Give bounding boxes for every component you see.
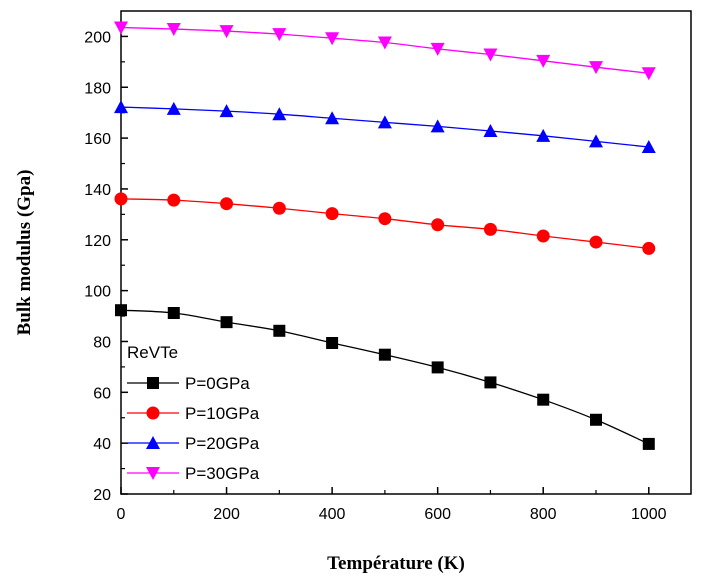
x-tick-label: 0 bbox=[117, 506, 126, 523]
legend-item-1: P=0GPa bbox=[127, 374, 250, 393]
data-point bbox=[589, 61, 603, 75]
x-tick-label: 200 bbox=[213, 506, 240, 523]
data-point bbox=[219, 104, 234, 118]
legend-marker bbox=[147, 377, 159, 389]
series-3 bbox=[114, 100, 656, 154]
y-tick-label: 200 bbox=[84, 29, 111, 46]
axes: 0 200 400 600 800 1000 20 40 60 80 100 120 140 160 180… bbox=[84, 10, 692, 523]
legend-item-4: P=30GPa bbox=[127, 464, 260, 483]
data-point bbox=[220, 316, 233, 329]
data-point bbox=[483, 48, 498, 62]
x-tick-label: 400 bbox=[319, 506, 346, 523]
data-point bbox=[537, 393, 550, 406]
legend-marker bbox=[146, 467, 160, 480]
data-point bbox=[431, 361, 444, 374]
data-point bbox=[167, 307, 180, 320]
legend-item-3: P=20GPa bbox=[127, 434, 260, 453]
data-point bbox=[378, 348, 391, 361]
legend-label: P=30GPa bbox=[185, 464, 260, 483]
data-point bbox=[536, 229, 550, 243]
data-point bbox=[536, 54, 551, 68]
y-tick-label: 60 bbox=[93, 385, 111, 402]
y-tick-label: 80 bbox=[93, 334, 111, 351]
data-point bbox=[272, 28, 287, 42]
data-point bbox=[115, 304, 127, 317]
x-tick-label: 1000 bbox=[631, 506, 667, 523]
data-point bbox=[589, 134, 603, 148]
legend-label: P=0GPa bbox=[185, 374, 250, 393]
data-point bbox=[431, 218, 445, 232]
data-point bbox=[326, 336, 339, 349]
data-point bbox=[642, 241, 656, 255]
data-point bbox=[430, 119, 445, 133]
series-line bbox=[120, 26, 649, 74]
series-group bbox=[114, 21, 656, 450]
data-point bbox=[167, 193, 181, 207]
data-point bbox=[589, 235, 603, 249]
data-point bbox=[114, 192, 128, 206]
data-point bbox=[114, 100, 128, 114]
data-point bbox=[484, 376, 497, 389]
data-point bbox=[377, 115, 392, 129]
x-axis-title: Température (K) bbox=[327, 553, 465, 574]
legend-title: ReVTe bbox=[127, 343, 178, 362]
data-point bbox=[273, 324, 286, 337]
series-2 bbox=[114, 192, 656, 255]
data-point bbox=[590, 413, 602, 426]
plot-frame bbox=[120, 10, 692, 495]
data-point bbox=[220, 197, 234, 211]
data-point bbox=[641, 140, 656, 154]
x-tick-label: 600 bbox=[424, 506, 451, 523]
data-point bbox=[641, 67, 656, 81]
legend-marker bbox=[146, 436, 160, 449]
data-point bbox=[377, 36, 392, 50]
legend: P=0GPa P=10GPa P=20GPa P=30GPa bbox=[127, 374, 260, 483]
y-tick-label: 40 bbox=[93, 436, 111, 453]
data-point bbox=[642, 437, 655, 450]
y-tick-label: 180 bbox=[84, 80, 111, 97]
data-point bbox=[166, 23, 181, 37]
data-point bbox=[325, 111, 340, 125]
legend-marker bbox=[146, 406, 160, 420]
data-point bbox=[272, 107, 287, 121]
data-point bbox=[430, 42, 445, 56]
data-point bbox=[325, 32, 340, 46]
y-tick-label: 20 bbox=[93, 487, 111, 504]
legend-label: P=20GPa bbox=[185, 434, 260, 453]
legend-label: P=10GPa bbox=[185, 404, 260, 423]
data-point bbox=[483, 123, 498, 137]
data-point bbox=[378, 212, 392, 226]
y-tick-label: 160 bbox=[84, 131, 111, 148]
y-tick-label: 100 bbox=[84, 284, 111, 301]
data-point bbox=[219, 25, 234, 39]
data-point bbox=[166, 101, 181, 115]
series-1 bbox=[115, 304, 655, 450]
data-point bbox=[536, 128, 551, 142]
legend-item-2: P=10GPa bbox=[127, 404, 260, 423]
data-point bbox=[272, 201, 286, 215]
data-point bbox=[114, 21, 128, 35]
x-tick-label: 800 bbox=[530, 506, 557, 523]
y-axis-title: Bulk modulus (Gpa) bbox=[14, 170, 35, 336]
y-tick-label: 120 bbox=[84, 233, 111, 250]
y-tick-label: 140 bbox=[84, 182, 111, 199]
data-point bbox=[325, 207, 339, 221]
data-point bbox=[483, 222, 497, 236]
series-4 bbox=[114, 21, 656, 81]
